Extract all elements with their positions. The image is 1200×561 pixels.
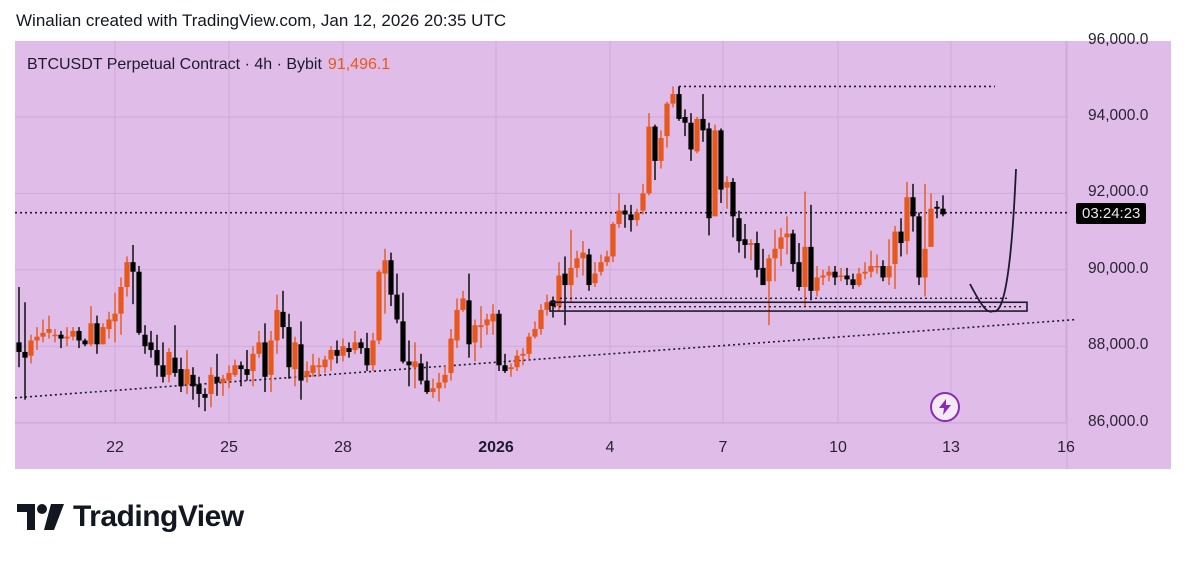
time-tick: 2026 xyxy=(478,439,514,456)
price-tick: 96,000.0 xyxy=(1088,30,1149,48)
last-price: 91,496.1 xyxy=(327,56,391,73)
tradingview-logo-icon xyxy=(17,504,64,530)
time-tick: 13 xyxy=(942,439,960,456)
time-tick: 28 xyxy=(334,439,352,456)
symbol-legend: BTCUSDT Perpetual Contract · 4h · Bybit 9… xyxy=(27,56,390,74)
chart-panel[interactable]: BTCUSDT Perpetual Contract · 4h · Bybit 9… xyxy=(15,31,1171,469)
price-tick: 92,000.0 xyxy=(1088,183,1149,201)
bar-countdown-label: 03:24:23 xyxy=(1076,203,1147,224)
time-tick: 22 xyxy=(106,439,124,456)
price-tick: 88,000.0 xyxy=(1088,336,1149,354)
time-tick: 10 xyxy=(829,439,847,456)
candlestick-plot[interactable] xyxy=(15,41,1171,469)
attribution-header: Winalian created with TradingView.com, J… xyxy=(16,11,507,30)
time-tick: 16 xyxy=(1057,439,1075,456)
time-tick: 4 xyxy=(605,439,615,456)
price-tick: 86,000.0 xyxy=(1088,412,1149,430)
symbol-label: BTCUSDT Perpetual Contract · 4h · Bybit xyxy=(27,56,322,73)
lightning-bolt-icon[interactable] xyxy=(930,392,960,422)
time-tick: 25 xyxy=(220,439,238,456)
time-tick: 7 xyxy=(718,439,728,456)
brand-wordmark: TradingView xyxy=(73,500,244,533)
price-tick: 90,000.0 xyxy=(1088,259,1149,277)
price-tick: 94,000.0 xyxy=(1088,107,1149,124)
tradingview-brand: TradingView xyxy=(17,500,244,534)
